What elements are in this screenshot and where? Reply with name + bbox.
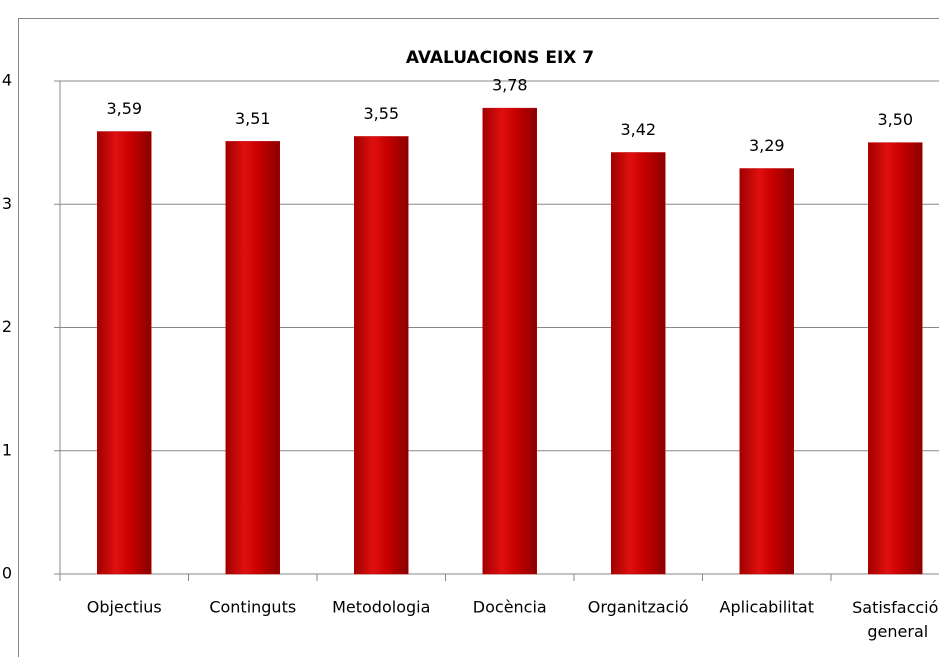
data-label: 3,42 <box>620 120 656 139</box>
chart-title: AVALUACIONS EIX 7 <box>406 48 594 68</box>
y-tick-label: 3 <box>2 194 12 213</box>
data-label: 3,59 <box>106 99 142 118</box>
bar <box>354 136 408 574</box>
data-label: 3,29 <box>749 136 785 155</box>
y-tick-label: 4 <box>2 71 12 90</box>
data-label: 3,78 <box>492 76 528 95</box>
chart-border <box>19 19 939 658</box>
y-tick-label: 1 <box>2 440 12 459</box>
x-tick-label: Organització <box>588 598 689 617</box>
bar <box>740 169 794 574</box>
bar <box>611 152 665 574</box>
x-tick-label: Objectius <box>87 598 162 617</box>
bar <box>97 132 151 574</box>
y-tick-label: 0 <box>2 564 12 583</box>
bar <box>483 108 537 574</box>
x-tick-label: Docència <box>473 598 547 617</box>
data-label: 3,50 <box>877 110 913 129</box>
x-tick-label: Metodologia <box>332 598 430 617</box>
data-label: 3,55 <box>363 104 399 123</box>
x-tick-label: Continguts <box>209 598 296 617</box>
data-label: 3,51 <box>235 109 271 128</box>
bar <box>226 141 280 574</box>
x-tick-label: Aplicabilitat <box>720 598 814 617</box>
y-tick-label: 2 <box>2 317 12 336</box>
bar <box>868 143 922 574</box>
